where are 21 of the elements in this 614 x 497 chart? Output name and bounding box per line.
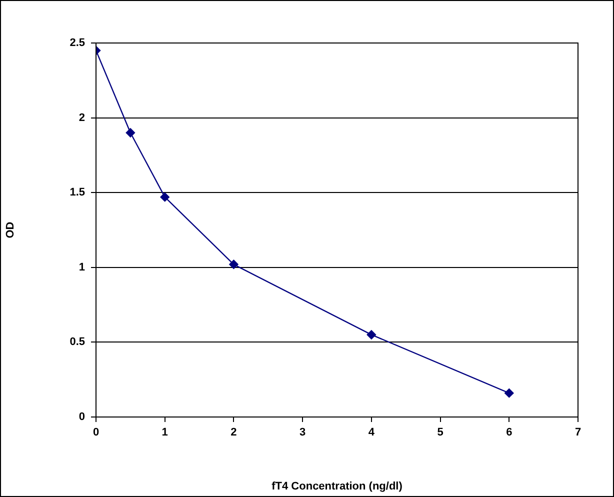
y-tick-label: 0.5 (70, 336, 85, 348)
point (229, 260, 238, 270)
x-tick-label: 5 (437, 426, 444, 439)
point (126, 128, 136, 138)
y-tick-label: 2 (78, 112, 85, 124)
x-tick-label: 3 (300, 426, 306, 439)
x-tick-label: 4 (368, 426, 376, 439)
point (160, 192, 170, 202)
y-tick-label: 0 (78, 411, 85, 424)
x-tick-label: 0 (92, 426, 100, 439)
y-tick-label: 1 (78, 261, 85, 274)
y-tick-label: 2.5 (70, 37, 85, 50)
x-tick-label: 6 (506, 426, 512, 439)
x-tick-label: 7 (574, 426, 582, 439)
point (366, 330, 376, 340)
y-tick-label: 1.5 (70, 186, 85, 199)
x-tick-label: 1 (162, 426, 168, 439)
x-tick-label: 2 (230, 426, 237, 439)
y-axis-title: OD (4, 222, 17, 238)
x-axis-title: fT4 Concentration (ng/dl) (272, 480, 403, 492)
point (504, 388, 514, 398)
